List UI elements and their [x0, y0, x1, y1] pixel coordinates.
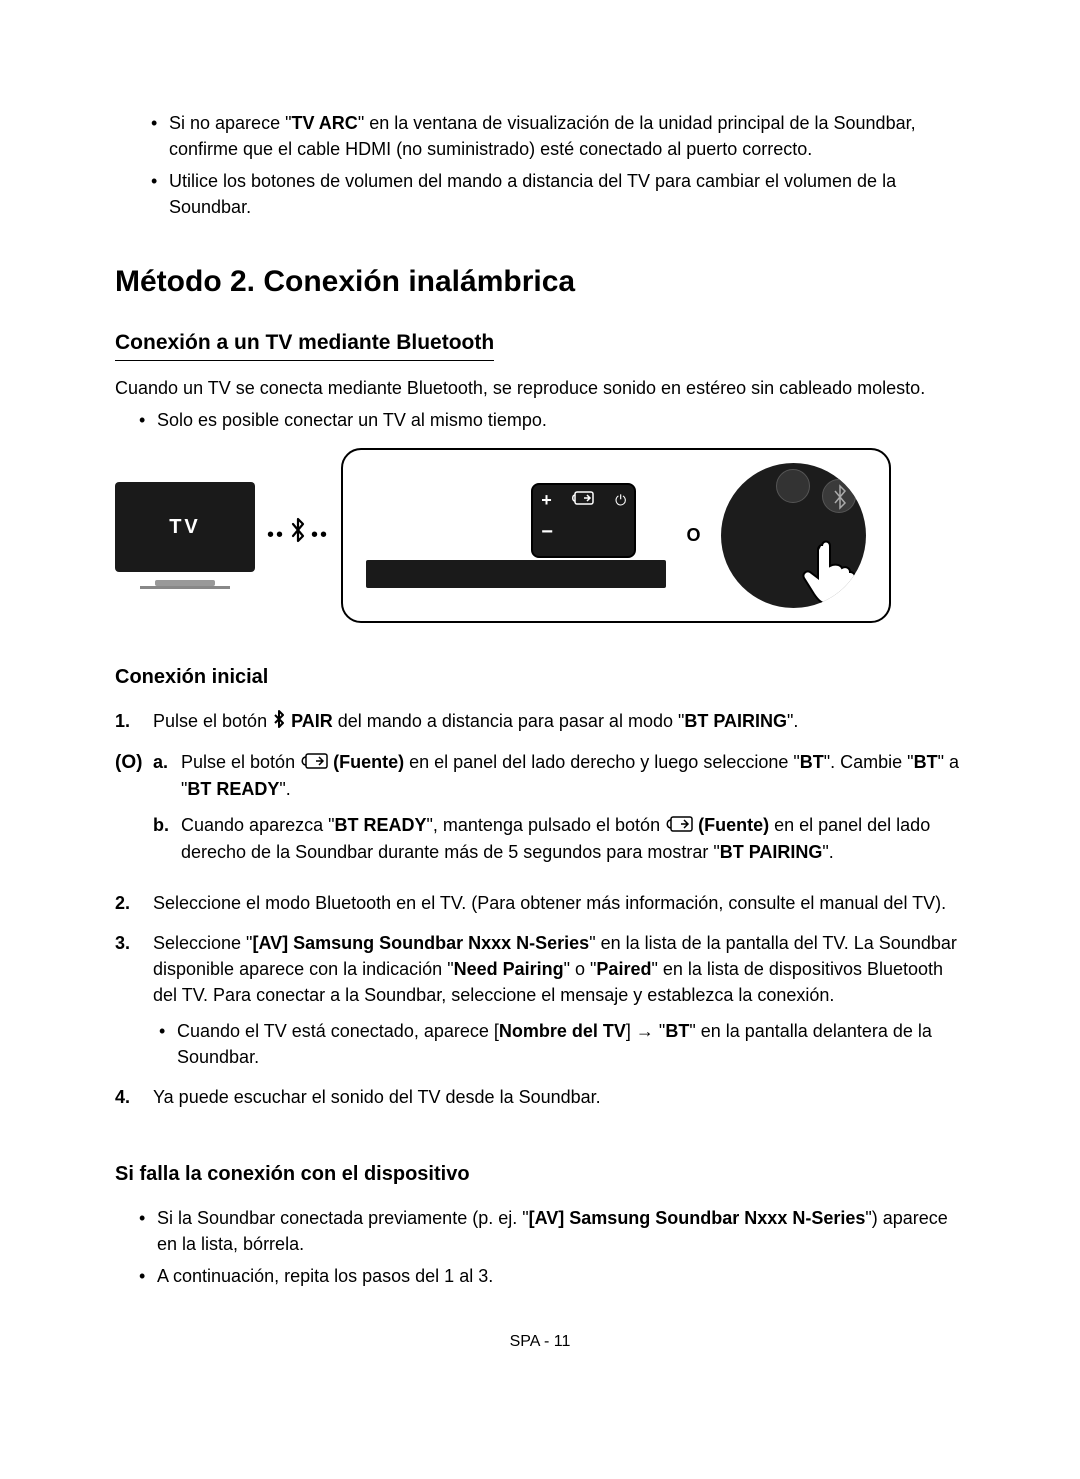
alternative-steps: (O) a. Pulse el botón (Fuente) en el pan…: [115, 749, 965, 876]
soundbar-body-icon: [366, 560, 666, 588]
tv-icon: TV: [115, 482, 255, 572]
text: Si la Soundbar conectada previamente (p.…: [157, 1208, 529, 1228]
text-bold: BT READY: [335, 815, 427, 835]
remote-graphic: [721, 463, 866, 608]
source-icon: [665, 813, 693, 839]
heading-bluetooth-connection: Conexión a un TV mediante Bluetooth: [115, 328, 494, 361]
step-letter: a.: [153, 749, 181, 802]
step-1: Pulse el botón PAIR del mando a distanci…: [115, 708, 965, 735]
text-bold: Nombre del TV: [499, 1021, 626, 1041]
remote-button-icon: [776, 469, 810, 503]
text: ".: [787, 711, 798, 731]
text-bold: BT: [665, 1021, 689, 1041]
text: Ya puede escuchar el sonido del TV desde…: [153, 1087, 601, 1107]
text-bold: TV ARC: [291, 113, 357, 133]
step-3-sub-item: Cuando el TV está conectado, aparece [No…: [153, 1018, 965, 1070]
text: ] → ": [626, 1021, 665, 1041]
bluetooth-diagram: TV •• •• + ⏻ − O: [115, 448, 965, 623]
step-2: Seleccione el modo Bluetooth en el TV. (…: [115, 890, 965, 916]
intro-bullet-list: Solo es posible conectar un TV al mismo …: [115, 407, 965, 433]
fail-steps-list: Si la Soundbar conectada previamente (p.…: [115, 1205, 965, 1289]
text-bold: BT: [800, 752, 824, 772]
text-bold: (Fuente): [328, 752, 404, 772]
text-bold: [AV] Samsung Soundbar Nxxx N-Series: [529, 1208, 866, 1228]
top-note-item: Si no aparece "TV ARC" en la ventana de …: [145, 110, 965, 162]
text: Si no aparece ": [169, 113, 291, 133]
text-bold: Need Pairing: [454, 959, 564, 979]
heading-connection-fail: Si falla la conexión con el dispositivo: [115, 1160, 965, 1189]
page-footer: SPA - 11: [115, 1330, 965, 1353]
tv-stand-icon: [155, 580, 215, 586]
text: Cuando el TV está conectado, aparece [: [177, 1021, 499, 1041]
text-bold: (Fuente): [693, 815, 769, 835]
o-marker: (O): [115, 749, 153, 876]
text: ", mantenga pulsado el botón: [427, 815, 666, 835]
step-3-sublist: Cuando el TV está conectado, aparece [No…: [153, 1018, 965, 1070]
text: en el panel del lado derecho y luego sel…: [404, 752, 800, 772]
step-b: b. Cuando aparezca "BT READY", mantenga …: [153, 812, 965, 865]
text-bold: [AV] Samsung Soundbar Nxxx N-Series: [252, 933, 589, 953]
text: ". Cambie ": [824, 752, 914, 772]
bluetooth-icon: [289, 516, 307, 554]
remote-pair-button-icon: [822, 479, 856, 513]
or-separator: O: [687, 522, 701, 548]
text-bold: BT: [914, 752, 938, 772]
steps-list: Pulse el botón PAIR del mando a distanci…: [115, 708, 965, 735]
text: " o ": [564, 959, 597, 979]
text: Seleccione ": [153, 933, 252, 953]
fail-step-item: A continuación, repita los pasos del 1 a…: [133, 1263, 965, 1289]
intro-paragraph: Cuando un TV se conecta mediante Bluetoo…: [115, 375, 965, 401]
text: Cuando aparezca ": [181, 815, 335, 835]
text: ".: [279, 779, 290, 799]
text: A continuación, repita los pasos del 1 a…: [157, 1266, 493, 1286]
intro-bullet-item: Solo es posible conectar un TV al mismo …: [133, 407, 965, 433]
text: Pulse el botón: [181, 752, 300, 772]
hand-pointer-icon: [792, 526, 866, 607]
steps-list-cont: Seleccione el modo Bluetooth en el TV. (…: [115, 890, 965, 1111]
minus-icon: −: [541, 518, 626, 547]
source-icon: [300, 750, 328, 776]
step-letter: b.: [153, 812, 181, 865]
source-icon: [572, 489, 594, 512]
device-frame: + ⏻ − O: [341, 448, 891, 623]
plus-icon: +: [541, 487, 552, 513]
text: del mando a distancia para pasar al modo…: [333, 711, 685, 731]
top-notes-list: Si no aparece "TV ARC" en la ventana de …: [115, 110, 965, 220]
bluetooth-signal-icon: •• ••: [267, 516, 329, 554]
tv-graphic: TV: [115, 482, 255, 588]
step-4: Ya puede escuchar el sonido del TV desde…: [115, 1084, 965, 1110]
bluetooth-icon: [272, 709, 286, 735]
step-a: a. Pulse el botón (Fuente) en el panel d…: [153, 749, 965, 802]
text: ".: [822, 842, 833, 862]
text-bold: Paired: [596, 959, 651, 979]
tv-label: TV: [169, 513, 201, 542]
text: Pulse el botón: [153, 711, 272, 731]
text: Seleccione el modo Bluetooth en el TV. (…: [153, 893, 946, 913]
heading-method-2: Método 2. Conexión inalámbrica: [115, 260, 965, 304]
soundbar-graphic: + ⏻ −: [366, 483, 666, 588]
text-bold: PAIR: [286, 711, 333, 731]
heading-initial-connection: Conexión inicial: [115, 663, 965, 692]
top-note-item: Utilice los botones de volumen del mando…: [145, 168, 965, 220]
text-bold: BT READY: [187, 779, 279, 799]
text: Utilice los botones de volumen del mando…: [169, 171, 896, 217]
text-bold: BT PAIRING: [720, 842, 823, 862]
soundbar-control-panel-icon: + ⏻ −: [531, 483, 636, 558]
power-icon: ⏻: [615, 490, 626, 510]
text-bold: BT PAIRING: [684, 711, 787, 731]
fail-step-item: Si la Soundbar conectada previamente (p.…: [133, 1205, 965, 1257]
step-3: Seleccione "[AV] Samsung Soundbar Nxxx N…: [115, 930, 965, 1070]
